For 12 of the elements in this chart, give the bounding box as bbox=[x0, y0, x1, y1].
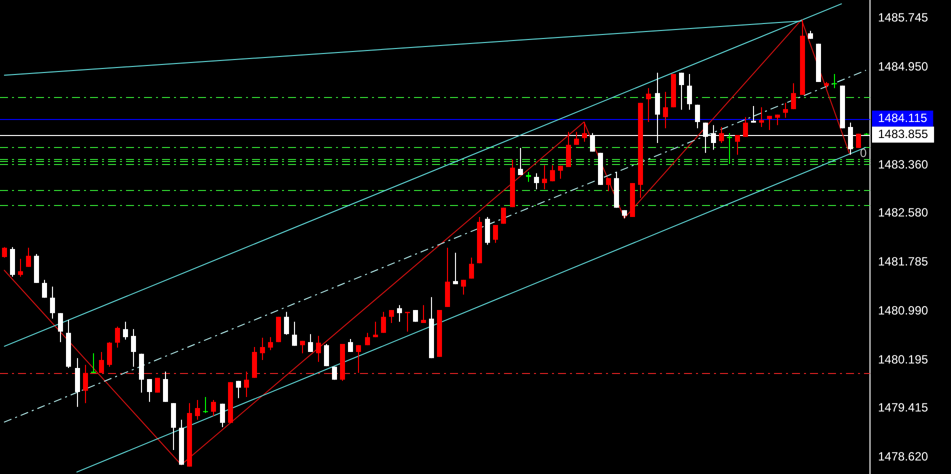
ref-line-label: 1484.115 bbox=[878, 110, 928, 125]
y-tick-label: 1483.360 bbox=[878, 158, 928, 172]
y-tick-label: 1481.785 bbox=[878, 254, 928, 269]
y-tick-label: 1478.620 bbox=[878, 450, 928, 464]
y-tick-label: 1485.745 bbox=[878, 10, 928, 24]
y-tick-label: 1480.990 bbox=[878, 304, 928, 318]
annotation: 0 bbox=[860, 146, 867, 160]
ref-line-label: 1483.855 bbox=[878, 126, 928, 141]
y-tick-label: 1484.950 bbox=[878, 60, 928, 74]
y-tick-label: 1482.580 bbox=[878, 206, 928, 220]
y-tick-label: 1480.195 bbox=[878, 352, 928, 367]
y-tick-label: 1479.415 bbox=[878, 400, 928, 415]
